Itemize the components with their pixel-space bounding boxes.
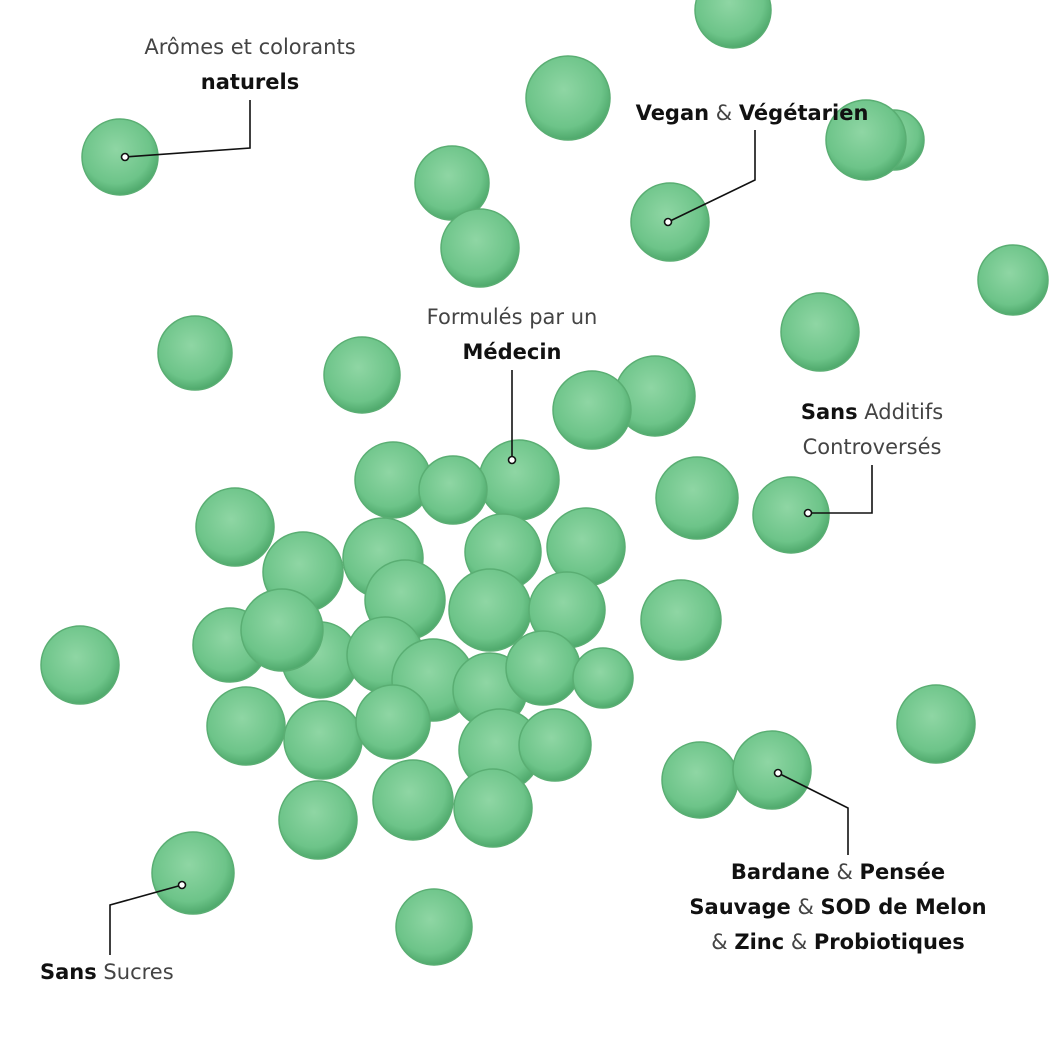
leader-line [808, 465, 873, 514]
annotation-text: Additifs [857, 400, 944, 424]
pill [40, 625, 120, 705]
pill [977, 244, 1049, 316]
leader-dot [177, 880, 187, 890]
pill [732, 730, 812, 810]
annotation-text: Sauvage [689, 895, 791, 919]
pill [195, 487, 275, 567]
pill [157, 315, 233, 391]
annotation: Sans Additifs Controversés [801, 395, 943, 465]
annotation: Bardane & Pensée Sauvage & SOD de Melon & … [689, 855, 986, 960]
pill [655, 456, 739, 540]
pill [151, 831, 235, 915]
annotation-text: Sans [800, 400, 858, 424]
leader-dot [773, 768, 783, 778]
pill [323, 336, 401, 414]
pill [240, 588, 324, 672]
annotation-line: Médecin [427, 335, 598, 370]
annotation-line: naturels [144, 65, 355, 100]
pill [780, 292, 860, 372]
pill [440, 208, 520, 288]
annotation-text: SOD de Melon [820, 895, 987, 919]
pill [896, 684, 976, 764]
annotation-line: Bardane & Pensée [689, 855, 986, 890]
annotation-text: & [790, 895, 821, 919]
pill [354, 441, 432, 519]
leader-lines [109, 100, 873, 955]
leader-line [777, 772, 849, 855]
leader-line [667, 130, 756, 223]
pill [525, 55, 611, 141]
annotation: Vegan & Végétarien [636, 96, 869, 131]
annotation-text: naturels [200, 70, 300, 94]
annotation-text: Sucres [96, 960, 174, 984]
annotation-line: Formulés par un [427, 300, 598, 335]
annotation: Arômes et colorants naturels [144, 30, 355, 100]
annotation-text: Controversés [802, 435, 942, 459]
pill [372, 759, 454, 841]
annotation-line: & Zinc & Probiotiques [689, 925, 986, 960]
pill [283, 700, 363, 780]
annotation-text: Bardane [730, 860, 830, 884]
pill [572, 647, 634, 709]
pill [518, 708, 592, 782]
leader-dots [120, 152, 813, 890]
annotation-text: & [709, 101, 739, 125]
pill [453, 768, 533, 848]
annotation-line: Vegan & Végétarien [636, 96, 869, 131]
annotation-text: & [829, 860, 860, 884]
leader-line [124, 100, 251, 158]
annotation-line: Arômes et colorants [144, 30, 355, 65]
pills [40, 0, 1049, 966]
annotation-text: & [711, 930, 735, 954]
annotation-text: Sans [40, 960, 97, 984]
annotation-text: & [784, 930, 814, 954]
annotation: Sans Sucres [40, 955, 174, 990]
leader-dot [803, 508, 813, 518]
leader-dot [120, 152, 130, 162]
pill [448, 568, 532, 652]
pill [418, 455, 488, 525]
pill [81, 118, 159, 196]
annotation-text: Végétarien [738, 101, 869, 125]
leader-dot [663, 217, 673, 227]
pill [752, 476, 830, 554]
leader-dot [507, 455, 517, 465]
annotation-text: Formulés par un [426, 305, 598, 329]
annotation-text: Probiotiques [813, 930, 965, 954]
pill [661, 741, 739, 819]
annotation-text: Médecin [462, 340, 562, 364]
annotation: Formulés par un Médecin [427, 300, 598, 370]
annotation-line: Sauvage & SOD de Melon [689, 890, 986, 925]
annotation-line: Controversés [801, 430, 943, 465]
pill [552, 370, 632, 450]
pill [278, 780, 358, 860]
pill [206, 686, 286, 766]
pill [640, 579, 722, 661]
pill [694, 0, 772, 49]
annotation-line: Sans Sucres [40, 955, 174, 990]
annotation-text: Pensée [859, 860, 946, 884]
pill [355, 684, 431, 760]
pill [395, 888, 473, 966]
annotation-line: Sans Additifs [801, 395, 943, 430]
annotation-text: Vegan [635, 101, 710, 125]
pill [505, 630, 581, 706]
annotation-text: Zinc [734, 930, 785, 954]
leader-line [109, 884, 183, 955]
pill [478, 439, 560, 521]
annotation-text: Arômes et colorants [144, 35, 356, 59]
pill [825, 99, 907, 181]
